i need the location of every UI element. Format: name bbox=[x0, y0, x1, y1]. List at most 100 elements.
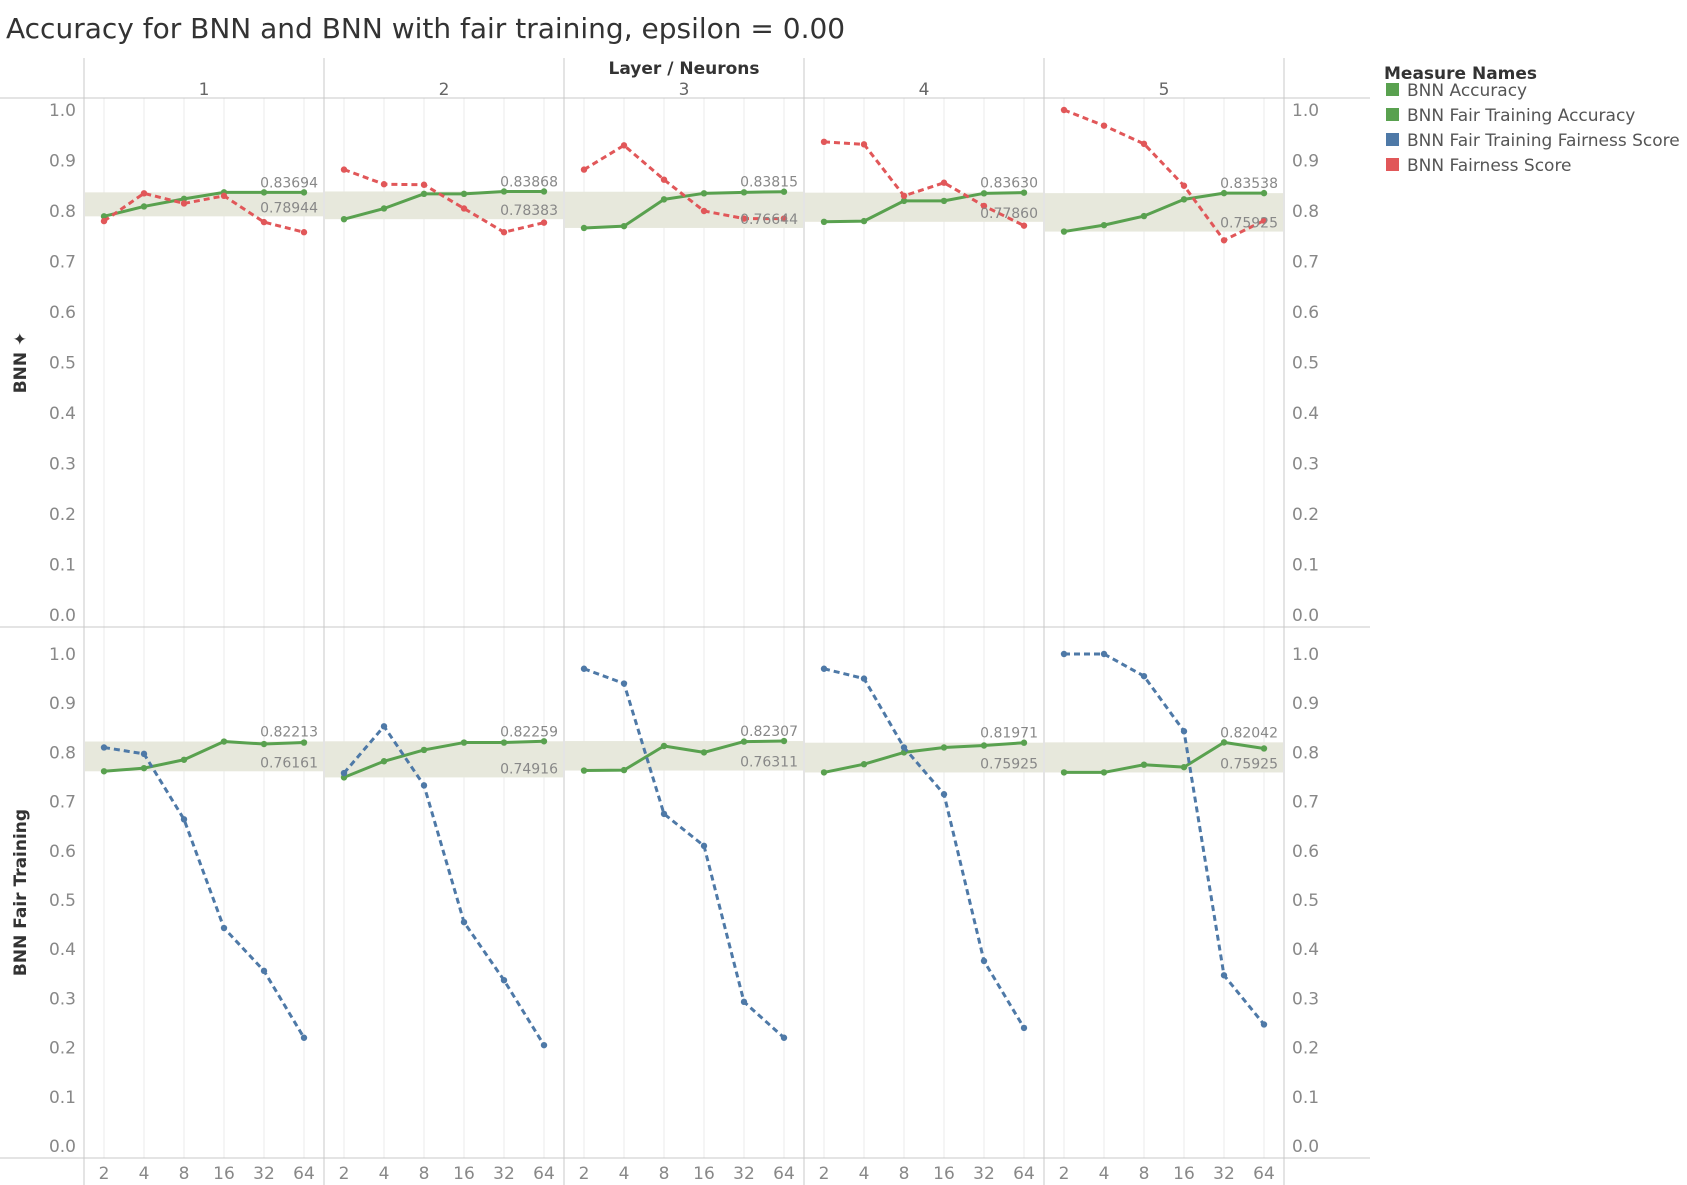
y-tick-right: 0.0 bbox=[1292, 606, 1319, 626]
band-min-label: 0.76311 bbox=[740, 755, 798, 771]
data-point-bnn-fairness-score bbox=[861, 141, 867, 147]
layer-label-1: 1 bbox=[199, 80, 210, 100]
y-axis-ticks: 1.0 1.00.9 0.90.8 0.80.7 0.70.6 0.60.5 0.50.4 0… bbox=[49, 101, 1319, 1157]
band-max-label: 0.81971 bbox=[980, 726, 1038, 742]
y-tick-left: 0.1 bbox=[49, 556, 76, 576]
y-tick-left: 0.8 bbox=[49, 743, 76, 763]
x-axis-ticks: 2 4 8 16 32 64 2 4 8 16 32 64 2 4 8 16 32 64 2 4 8 16 32 64 2 4 8 1… bbox=[99, 1164, 1275, 1184]
reference-labels: 0.83694 0.78944 0.83868 0.78383 0.83815 0.766… bbox=[260, 174, 1278, 777]
data-point-bnn-accuracy bbox=[701, 190, 707, 196]
data-point-bnn-fair-training-fairness-score bbox=[1221, 972, 1227, 978]
data-point-bnn-accuracy bbox=[141, 203, 147, 209]
band-max-label: 0.83815 bbox=[740, 175, 798, 191]
y-tick-right: 0.2 bbox=[1292, 1039, 1319, 1059]
data-point-bnn-fair-training-fairness-score bbox=[821, 666, 827, 672]
grid bbox=[104, 98, 1264, 1158]
data-point-bnn-fair-training-fairness-score bbox=[101, 744, 107, 750]
data-point-bnn-accuracy bbox=[861, 218, 867, 224]
data-point-bnn-fair-training-accuracy bbox=[221, 738, 227, 744]
column-header: Layer / Neurons bbox=[609, 59, 760, 79]
y-tick-left: 0.9 bbox=[49, 694, 76, 714]
data-point-bnn-fair-training-fairness-score bbox=[621, 680, 627, 686]
data-point-bnn-fair-training-fairness-score bbox=[1261, 1021, 1267, 1027]
series-line-bnn-fair-training-fairness-score bbox=[104, 747, 304, 1037]
data-point-bnn-fairness-score bbox=[181, 200, 187, 206]
y-tick-right: 0.2 bbox=[1292, 505, 1319, 525]
layer-label-3: 3 bbox=[679, 80, 690, 100]
band-max-label: 0.83630 bbox=[980, 176, 1038, 192]
reference-bands bbox=[85, 191, 1283, 777]
data-point-bnn-fairness-score bbox=[1021, 222, 1027, 228]
y-tick-left: 0.9 bbox=[49, 152, 76, 172]
y-tick-right: 0.7 bbox=[1292, 253, 1319, 273]
data-point-bnn-fairness-score bbox=[501, 229, 507, 235]
data-point-bnn-fair-training-accuracy bbox=[261, 741, 267, 747]
layer-label-5: 5 bbox=[1159, 80, 1170, 100]
data-point-bnn-fair-training-fairness-score bbox=[941, 791, 947, 797]
x-tick: 2 bbox=[819, 1164, 830, 1184]
data-point-bnn-fairness-score bbox=[1221, 237, 1227, 243]
data-point-bnn-fair-training-accuracy bbox=[1061, 769, 1067, 775]
y-tick-right: 0.9 bbox=[1292, 694, 1319, 714]
x-tick: 8 bbox=[899, 1164, 910, 1184]
chart-title: Accuracy for BNN and BNN with fair train… bbox=[6, 12, 845, 45]
x-tick: 16 bbox=[1173, 1164, 1195, 1184]
data-point-bnn-accuracy bbox=[1181, 196, 1187, 202]
y-tick-left: 0.0 bbox=[49, 606, 76, 626]
band-max-label: 0.83868 bbox=[500, 174, 558, 190]
band-min-label: 0.76161 bbox=[260, 755, 318, 771]
data-point-bnn-fairness-score bbox=[941, 180, 947, 186]
data-point-bnn-fair-training-fairness-score bbox=[501, 977, 507, 983]
y-tick-right: 0.0 bbox=[1292, 1137, 1319, 1157]
y-tick-right: 0.5 bbox=[1292, 354, 1319, 374]
x-tick: 2 bbox=[99, 1164, 110, 1184]
data-point-bnn-fair-training-accuracy bbox=[461, 739, 467, 745]
data-point-bnn-fair-training-accuracy bbox=[701, 749, 707, 755]
data-point-bnn-fair-training-fairness-score bbox=[181, 816, 187, 822]
data-point-bnn-fair-training-fairness-score bbox=[461, 919, 467, 925]
data-point-bnn-fair-training-fairness-score bbox=[1101, 651, 1107, 657]
data-point-bnn-fair-training-fairness-score bbox=[341, 770, 347, 776]
data-point-bnn-fairness-score bbox=[421, 182, 427, 188]
x-tick: 2 bbox=[339, 1164, 350, 1184]
series-line-bnn-fair-training-fairness-score bbox=[1064, 654, 1264, 1024]
x-tick: 32 bbox=[493, 1164, 515, 1184]
x-tick: 64 bbox=[773, 1164, 795, 1184]
y-tick-right: 0.8 bbox=[1292, 202, 1319, 222]
y-tick-right: 0.9 bbox=[1292, 152, 1319, 172]
data-point-bnn-fairness-score bbox=[1141, 141, 1147, 147]
data-point-bnn-accuracy bbox=[421, 191, 427, 197]
data-point-bnn-fair-training-accuracy bbox=[501, 739, 507, 745]
data-point-bnn-fair-training-fairness-score bbox=[901, 744, 907, 750]
y-tick-left: 0.0 bbox=[49, 1137, 76, 1157]
y-tick-right: 0.4 bbox=[1292, 940, 1319, 960]
legend-swatch bbox=[1386, 133, 1399, 146]
legend-item-label: BNN Fair Training Accuracy bbox=[1407, 106, 1635, 126]
band-min-label: 0.78944 bbox=[260, 200, 318, 216]
data-point-bnn-fairness-score bbox=[221, 193, 227, 199]
data-point-bnn-fair-training-fairness-score bbox=[1061, 651, 1067, 657]
x-tick: 8 bbox=[659, 1164, 670, 1184]
data-point-bnn-fair-training-fairness-score bbox=[661, 811, 667, 817]
x-tick: 16 bbox=[213, 1164, 235, 1184]
band-min-label: 0.77860 bbox=[980, 206, 1038, 222]
data-point-bnn-fair-training-fairness-score bbox=[1181, 728, 1187, 734]
layer-label-4: 4 bbox=[919, 80, 930, 100]
series-lines bbox=[101, 107, 1267, 1049]
data-point-bnn-fair-training-accuracy bbox=[981, 742, 987, 748]
data-point-bnn-fair-training-fairness-score bbox=[581, 666, 587, 672]
y-tick-left: 0.4 bbox=[49, 404, 76, 424]
y-tick-right: 0.3 bbox=[1292, 455, 1319, 475]
x-tick: 4 bbox=[859, 1164, 870, 1184]
x-tick: 64 bbox=[533, 1164, 555, 1184]
data-point-bnn-accuracy bbox=[621, 223, 627, 229]
data-point-bnn-fairness-score bbox=[1061, 107, 1067, 113]
y-tick-left: 0.1 bbox=[49, 1088, 76, 1108]
data-point-bnn-fair-training-accuracy bbox=[1261, 745, 1267, 751]
data-point-bnn-fairness-score bbox=[141, 190, 147, 196]
band-min-label: 0.75925 bbox=[1220, 216, 1278, 232]
x-tick: 64 bbox=[1013, 1164, 1035, 1184]
data-point-bnn-fairness-score bbox=[1181, 183, 1187, 189]
data-point-bnn-fair-training-fairness-score bbox=[741, 999, 747, 1005]
data-point-bnn-fair-training-fairness-score bbox=[1141, 673, 1147, 679]
